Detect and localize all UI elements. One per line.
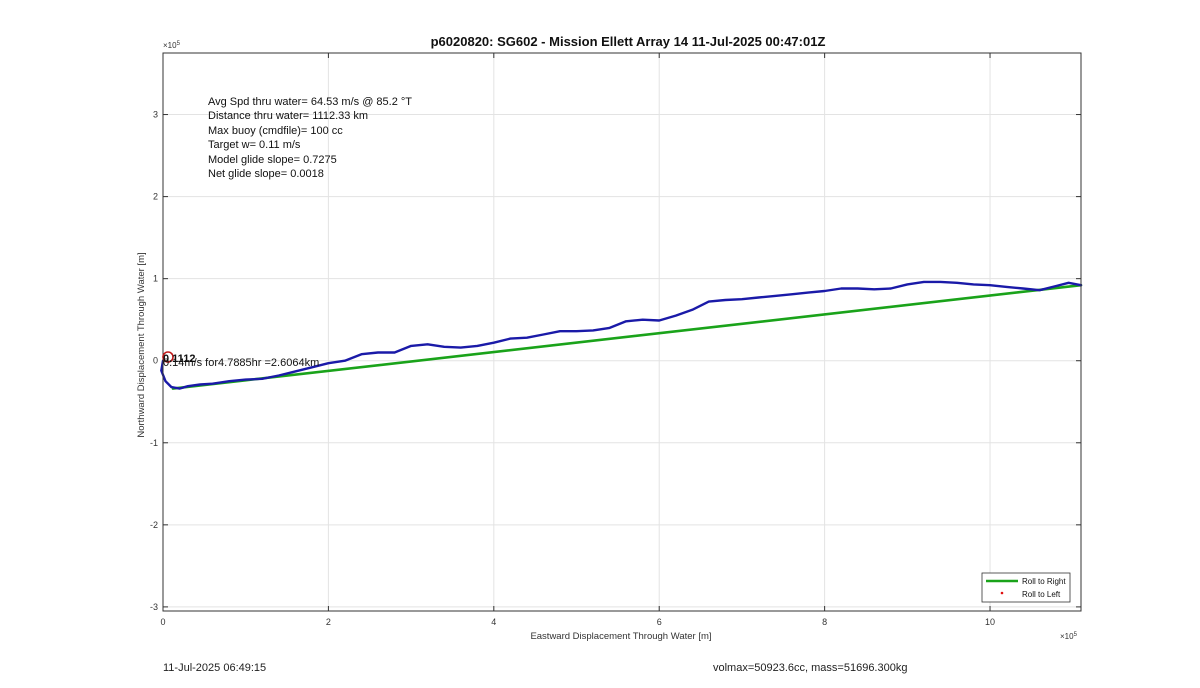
legend: Roll to Right Roll to Left: [981, 572, 1071, 603]
footer-timestamp: 11-Jul-2025 06:49:15: [163, 662, 267, 674]
x-tick-label: 8: [822, 617, 827, 627]
x-exponent-power: 5: [1074, 632, 1078, 638]
x-axis-label: Eastward Displacement Through Water [m]: [530, 631, 711, 642]
annotation-target-w: Target w= 0.11 m/s: [208, 139, 301, 151]
y-exponent-base: ×10: [163, 41, 177, 50]
annotation-net-glide: Net glide slope= 0.0018: [208, 168, 324, 180]
grid: [162, 53, 1081, 611]
y-tick-label: -1: [150, 438, 158, 448]
x-tick-label: 4: [491, 617, 496, 627]
plot-series: [160, 280, 1083, 390]
y-axis-label: Northward Displacement Through Water [m]: [136, 252, 147, 437]
series-track-line: [160, 280, 1083, 390]
x-tick-label: 0: [160, 617, 165, 627]
y-axis-exponent: ×105: [163, 41, 181, 50]
legend-box: [981, 572, 1071, 603]
annotation-model-glide: Model glide slope= 0.7275: [208, 154, 337, 166]
series-roll-to-right-line: [171, 283, 1083, 390]
y-tick-label: -3: [150, 602, 158, 612]
annotation-max-buoy: Max buoy (cmdfile)= 100 cc: [208, 125, 343, 137]
ticks: 0 2 4 6 8 10 -3 -2 -1 0 1 2 3: [150, 53, 1081, 627]
y-tick-label: 1: [153, 274, 158, 284]
footer-volmax-mass: volmax=50923.6cc, mass=51696.300kg: [713, 662, 908, 674]
point-label: 0.14m/s for4.7885hr =2.6064km: [163, 357, 319, 369]
y-tick-label: 0: [153, 356, 158, 366]
x-tick-label: 6: [657, 617, 662, 627]
plot-frame: [162, 52, 1082, 612]
legend-label-roll-left: Roll to Left: [1022, 590, 1061, 599]
legend-label-roll-right: Roll to Right: [1022, 577, 1066, 586]
annotation-avg-speed: Avg Spd thru water= 64.53 m/s @ 85.2 °T: [208, 96, 412, 108]
annotation-distance: Distance thru water= 1112.33 km: [208, 110, 368, 122]
x-exponent-base: ×10: [1060, 632, 1074, 641]
y-exponent-power: 5: [177, 41, 181, 47]
stats-annotation: Avg Spd thru water= 64.53 m/s @ 85.2 °T …: [208, 96, 412, 180]
start-marker: 0.1112 0.14m/s for4.7885hr =2.6064km: [162, 351, 319, 369]
legend-swatch-roll-left: [1000, 591, 1004, 595]
x-axis-exponent: ×105: [1060, 632, 1078, 641]
y-tick-label: 2: [153, 192, 158, 202]
y-tick-label: 3: [153, 110, 158, 120]
chart-title: p6020820: SG602 - Mission Ellett Array 1…: [431, 34, 826, 49]
x-tick-label: 2: [326, 617, 331, 627]
point-label-overlap: 0.1112: [163, 353, 195, 365]
y-tick-label: -2: [150, 520, 158, 530]
start-circle-marker: [162, 351, 174, 363]
x-tick-label: 10: [985, 617, 995, 627]
